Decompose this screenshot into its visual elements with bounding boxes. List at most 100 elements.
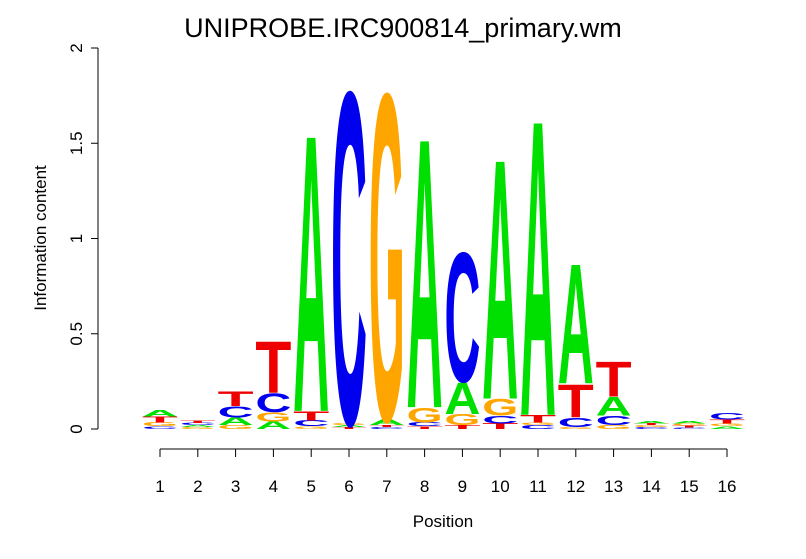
logo-letter-T: T: [596, 351, 632, 408]
logo-letter-T: T: [331, 427, 368, 430]
svg-text:T: T: [142, 415, 178, 424]
svg-text:G: G: [369, 0, 405, 519]
svg-text:G: G: [596, 424, 632, 430]
svg-text:C: C: [293, 419, 329, 428]
logo-letter-T: T: [369, 425, 406, 428]
logo-letter-C: C: [671, 427, 707, 429]
svg-text:C: C: [520, 424, 556, 430]
x-tick-label: 11: [529, 477, 547, 496]
logo-letter-A: A: [255, 419, 291, 431]
x-tick-label: 13: [604, 477, 623, 496]
svg-text:T: T: [709, 418, 746, 424]
svg-text:C: C: [596, 413, 632, 428]
svg-text:A: A: [520, 31, 556, 504]
svg-text:T: T: [444, 424, 481, 430]
svg-text:A: A: [671, 421, 707, 425]
svg-text:T: T: [407, 425, 444, 429]
logo-letter-A: A: [482, 89, 518, 472]
logo-letter-C: C: [444, 213, 480, 421]
logo-letter-T: T: [255, 326, 291, 409]
logo-letter-A: A: [369, 418, 405, 427]
svg-text:T: T: [482, 422, 518, 431]
svg-text:A: A: [482, 89, 518, 472]
y-tick-label: 0: [67, 424, 86, 433]
svg-text:T: T: [293, 409, 329, 424]
svg-text:G: G: [482, 394, 518, 421]
x-tick-label: 12: [566, 477, 585, 496]
svg-text:G: G: [293, 425, 329, 429]
x-axis: 1 2 3 4 5 6 7 8 9 10 11 12 13 14 15 16: [155, 448, 736, 496]
svg-text:C: C: [255, 389, 291, 418]
logo-letter-G: G: [293, 425, 329, 429]
svg-text:A: A: [218, 415, 254, 427]
svg-text:T: T: [180, 420, 217, 424]
logo-letter-A: A: [331, 425, 367, 428]
logo-letter-A: A: [520, 31, 556, 504]
svg-text:T: T: [520, 413, 556, 425]
svg-text:A: A: [596, 392, 632, 421]
logo-letter-C: C: [142, 426, 178, 430]
logo-letter-G: G: [671, 423, 707, 426]
svg-text:C: C: [482, 414, 518, 426]
logo-letter-G: G: [633, 425, 669, 428]
svg-text:G: G: [558, 427, 594, 430]
logo-letter-T: T: [520, 413, 556, 425]
y-axis-label: Information content: [31, 165, 50, 311]
logo-letter-T: T: [482, 422, 518, 431]
logo-letter-G: G: [596, 424, 632, 430]
svg-text:T: T: [633, 423, 670, 426]
svg-text:T: T: [558, 376, 594, 428]
logo-letter-T: T: [558, 376, 594, 428]
logo-letter-G: G: [444, 411, 480, 428]
svg-text:A: A: [293, 52, 329, 495]
svg-text:T: T: [255, 326, 291, 409]
x-tick-label: 1: [155, 477, 164, 496]
svg-text:C: C: [671, 427, 707, 429]
x-axis-label: Position: [413, 512, 473, 531]
svg-text:T: T: [331, 427, 368, 430]
svg-text:C: C: [142, 426, 178, 430]
logo-letter-C: C: [482, 414, 518, 426]
svg-text:A: A: [444, 374, 480, 424]
svg-text:C: C: [180, 422, 216, 426]
logo-letter-T: T: [218, 387, 254, 410]
x-tick-label: 14: [642, 477, 661, 496]
x-tick-label: 2: [193, 477, 202, 496]
svg-text:C: C: [407, 421, 443, 427]
svg-text:G: G: [142, 421, 178, 427]
logo-letter-G: G: [520, 422, 556, 426]
logo-letter-C: C: [218, 403, 254, 421]
svg-text:C: C: [709, 411, 745, 421]
logo-letter-G: G: [407, 403, 443, 427]
logo-letter-G: G: [369, 0, 405, 519]
svg-text:C: C: [369, 427, 405, 430]
logo-letter-G: G: [709, 423, 745, 427]
svg-text:T: T: [596, 351, 632, 408]
y-tick-label: 2: [67, 43, 86, 52]
svg-text:C: C: [331, 0, 367, 525]
svg-text:G: G: [520, 422, 556, 426]
y-tick-label: 1.5: [67, 131, 86, 155]
svg-text:A: A: [369, 418, 405, 427]
svg-text:A: A: [407, 59, 443, 490]
logo-letter-C: C: [180, 422, 216, 426]
logo-letter-G: G: [218, 424, 254, 430]
svg-text:G: G: [671, 423, 707, 426]
logo-letter-A: A: [293, 52, 329, 495]
logo-letter-G: G: [142, 421, 178, 427]
svg-text:C: C: [558, 415, 594, 430]
logo-letter-T: T: [180, 420, 217, 424]
svg-text:A: A: [633, 420, 669, 424]
svg-text:T: T: [369, 425, 406, 428]
logo-letter-C: C: [520, 424, 556, 430]
svg-text:C: C: [444, 213, 480, 421]
x-tick-label: 10: [491, 477, 510, 496]
x-tick-label: 3: [231, 477, 240, 496]
svg-text:A: A: [255, 419, 291, 431]
logo-letter-A: A: [558, 227, 594, 420]
logo-letter-A: A: [218, 415, 254, 427]
logo-letter-C: C: [293, 419, 329, 428]
logo-letter-G: G: [331, 423, 367, 426]
logo-letter-T: T: [444, 424, 481, 430]
